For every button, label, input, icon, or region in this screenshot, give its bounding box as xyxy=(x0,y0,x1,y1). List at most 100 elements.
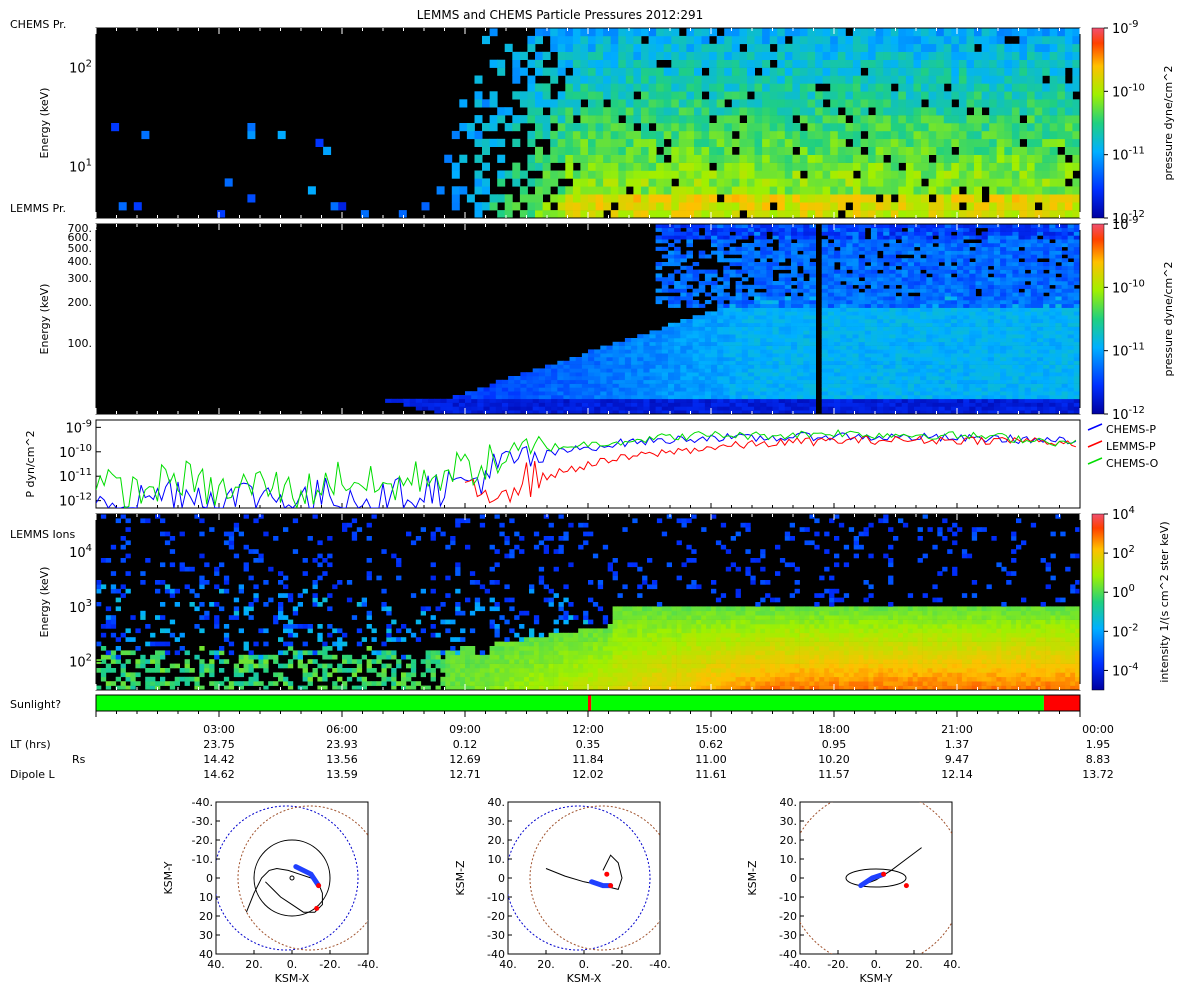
lemms-pressure-cell xyxy=(772,341,780,346)
lemms-pressure-cell xyxy=(698,224,706,229)
chems-pressure-cell xyxy=(921,115,929,124)
chems-pressure-cell xyxy=(588,123,596,132)
lemms-pressure-cell xyxy=(772,322,780,327)
lemms-pressure-cell xyxy=(852,372,860,377)
lemms-pressure-cell xyxy=(877,265,884,270)
lemms-pressure-cell xyxy=(987,349,995,354)
chems-pressure-cell xyxy=(996,75,1005,84)
chems-pressure-cell xyxy=(512,123,521,132)
chems-pressure-cell xyxy=(996,146,1005,155)
lemms-pressure-cell xyxy=(975,379,983,384)
chems-pressure-cell xyxy=(1004,115,1013,124)
lemms-pressure-cell xyxy=(637,372,644,377)
lemms-pressure-cell xyxy=(661,334,669,339)
lemms-pressure-cell xyxy=(588,391,595,396)
lemms-pressure-cell xyxy=(821,300,829,305)
lemms-pressure-cell xyxy=(661,398,669,403)
lemms-pressure-cell xyxy=(944,330,952,335)
lemms-pressure-cell xyxy=(957,262,964,267)
lemms-pressure-cell xyxy=(668,262,675,267)
lemms-pressure-cell xyxy=(1000,368,1007,373)
lemms-pressure-cell xyxy=(1000,296,1007,301)
chems-pressure-cell xyxy=(663,51,672,60)
chems-pressure-cell xyxy=(588,130,596,140)
lemms-pressure-cell xyxy=(791,364,798,369)
lemms-pressure-cell xyxy=(624,379,632,384)
chems-pressure-cell xyxy=(633,138,642,147)
chems-pressure-cell xyxy=(694,123,702,132)
chems-pressure-cell xyxy=(504,123,513,132)
lemms-pressure-cell xyxy=(889,315,896,320)
chems-pressure-cell xyxy=(1049,59,1058,68)
chems-pressure-cell xyxy=(989,210,998,219)
lemms-pressure-cell xyxy=(1000,284,1007,289)
lemms-pressure-cell xyxy=(741,345,749,350)
chems-pressure-cell xyxy=(671,51,680,60)
lemms-pressure-cell xyxy=(809,243,816,248)
chems-pressure-cell xyxy=(633,83,642,92)
lemms-pressure-cell xyxy=(889,345,896,350)
lemms-pressure-cell xyxy=(760,406,767,411)
chems-pressure-cell xyxy=(890,51,899,60)
lemms-pressure-cell xyxy=(797,235,804,240)
lemms-pressure-cell xyxy=(668,300,675,305)
lemms-pressure-cell xyxy=(981,368,989,373)
lemms-pressure-cell xyxy=(526,410,534,415)
chems-pressure-cell xyxy=(641,123,649,132)
lemms-pressure-cell xyxy=(797,376,804,381)
lemms-pressure-cell xyxy=(766,398,773,403)
chems-pressure-cell xyxy=(784,130,793,140)
chems-pressure-cell xyxy=(837,123,846,132)
lemms-pressure-cell xyxy=(668,243,675,248)
lemms-pressure-cell xyxy=(698,379,706,384)
lemms-pressure-cell xyxy=(655,406,663,411)
lemms-pressure-cell xyxy=(643,357,650,362)
lemms-pressure-cell xyxy=(784,281,792,286)
lemms-pressure-cell xyxy=(957,368,964,373)
lemms-pressure-cell xyxy=(754,330,761,335)
lemms-pressure-cell xyxy=(668,383,675,388)
lemms-pressure-cell xyxy=(877,246,884,251)
lemms-pressure-cell xyxy=(692,292,700,297)
chems-pressure-cell xyxy=(678,146,687,155)
lemms-pressure-cell xyxy=(809,395,816,400)
lemms-pressure-cell xyxy=(704,315,712,320)
lemms-pressure-cell xyxy=(907,288,915,293)
chems-pressure-cell xyxy=(694,130,702,140)
lemms-pressure-cell xyxy=(883,360,890,365)
lemms-pressure-cell xyxy=(1012,406,1019,411)
lemms-pressure-cell xyxy=(803,288,810,293)
lemms-pressure-cell xyxy=(870,353,878,358)
lemms-pressure-cell xyxy=(840,345,847,350)
chems-pressure-cell xyxy=(1042,115,1051,124)
lemms-pressure-cell xyxy=(883,341,890,346)
lemms-pressure-cell xyxy=(914,383,921,388)
lemms-pressure-cell xyxy=(809,277,816,282)
chems-pressure-cell xyxy=(769,178,778,187)
lemms-pressure-cell xyxy=(754,311,761,316)
chems-pressure-cell xyxy=(701,138,710,147)
lemms-pressure-cell xyxy=(950,307,958,312)
chems-pressure-cell xyxy=(837,67,846,76)
lemms-pressure-cell xyxy=(840,262,847,267)
lemms-pressure-cell xyxy=(895,315,903,320)
lemms-pressure-cell xyxy=(907,338,915,343)
chems-pressure-cell xyxy=(633,75,642,84)
lemms-pressure-cell xyxy=(969,243,976,248)
lemms-pressure-cell xyxy=(957,254,964,259)
lemms-pressure-cell xyxy=(963,383,970,388)
lemms-pressure-cell xyxy=(698,288,706,293)
lemms-pressure-cell xyxy=(932,315,939,320)
chems-pressure-cell xyxy=(883,210,892,219)
lemms-pressure-cell xyxy=(729,250,737,255)
chems-pressure-cell xyxy=(905,178,914,187)
lemms-pressure-cell xyxy=(655,239,663,244)
lemms-pressure-cell xyxy=(754,398,761,403)
lemms-pressure-cell xyxy=(747,402,755,407)
lemms-pressure-cell xyxy=(957,307,964,312)
lemms-pressure-cell xyxy=(963,326,970,331)
lemms-pressure-cell xyxy=(883,254,890,259)
lemms-pressure-cell xyxy=(704,254,712,259)
lemms-pressure-cell xyxy=(692,303,700,308)
lemms-pressure-cell xyxy=(877,227,884,232)
